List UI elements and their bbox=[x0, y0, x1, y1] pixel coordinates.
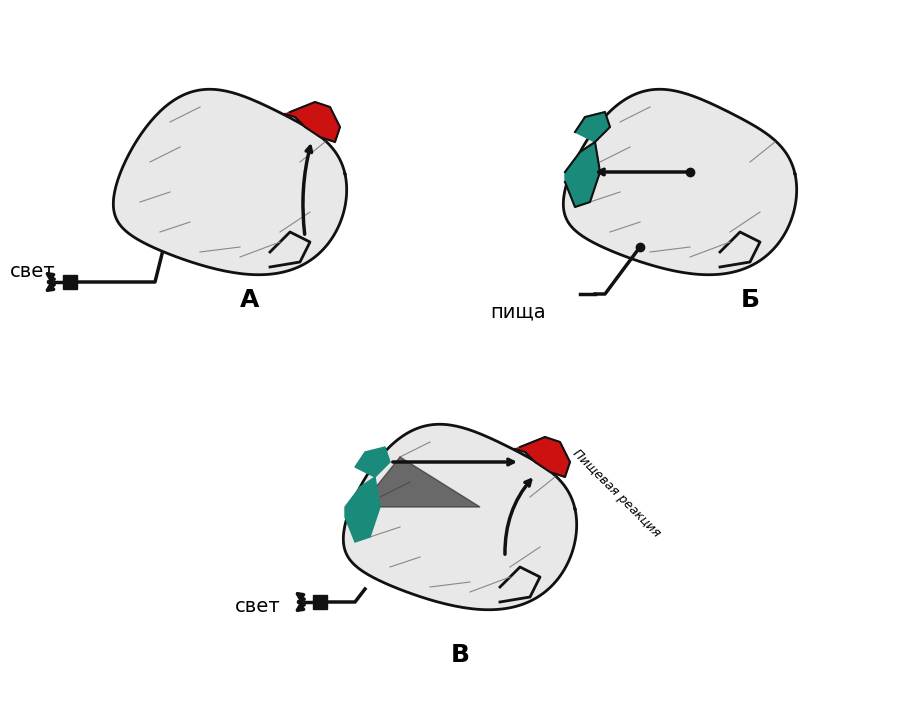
Polygon shape bbox=[499, 567, 539, 602]
Polygon shape bbox=[343, 424, 576, 609]
Text: свет: свет bbox=[235, 597, 281, 616]
Polygon shape bbox=[360, 457, 479, 507]
Text: пища: пища bbox=[489, 302, 545, 321]
Text: А: А bbox=[241, 288, 260, 312]
Text: В: В bbox=[450, 643, 469, 667]
Text: свет: свет bbox=[10, 262, 56, 281]
Polygon shape bbox=[515, 437, 569, 477]
Polygon shape bbox=[284, 102, 340, 142]
Polygon shape bbox=[719, 232, 759, 267]
Polygon shape bbox=[113, 89, 346, 275]
Polygon shape bbox=[270, 232, 310, 267]
Polygon shape bbox=[565, 142, 599, 207]
Polygon shape bbox=[563, 89, 796, 275]
Text: Пищевая реакция: Пищевая реакция bbox=[569, 447, 662, 540]
Polygon shape bbox=[344, 477, 380, 542]
Polygon shape bbox=[574, 112, 609, 142]
Polygon shape bbox=[354, 447, 390, 477]
Text: Б: Б bbox=[740, 288, 759, 312]
